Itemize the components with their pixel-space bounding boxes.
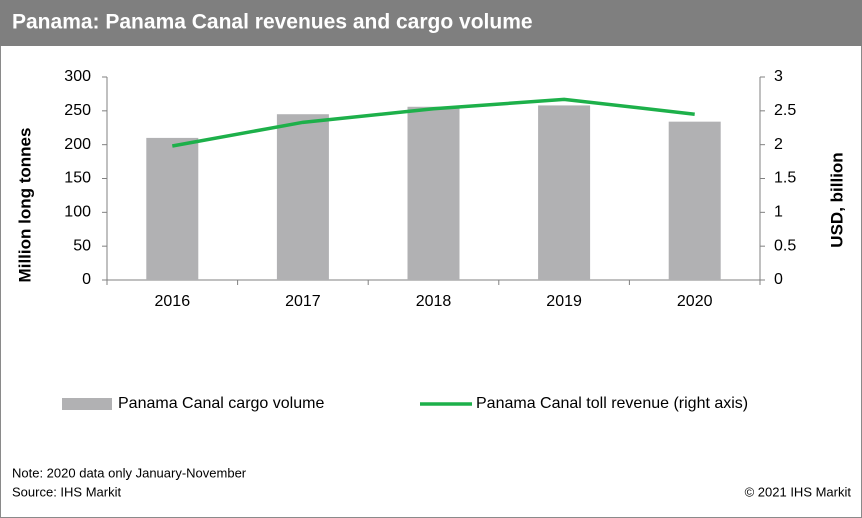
x-tick-label: 2019 [546,293,582,310]
bar [276,114,329,280]
y-tick-label: 250 [64,102,91,119]
y-tick-label: 100 [64,204,91,221]
source: Source: IHS Markit [12,484,121,499]
x-tick-label: 2017 [285,293,321,310]
line [171,97,695,148]
y2-tick-label: 1.5 [774,170,796,187]
y-tick-label: 50 [73,237,91,254]
y2-tick-label: 1 [774,204,783,221]
y2-tick-label: 2.5 [774,102,796,119]
y2-tick-label: 0.5 [774,237,796,254]
bar [668,121,721,280]
legend-label: Panama Canal cargo volume [118,395,324,412]
bar [538,105,591,280]
y2-tick-label: 0 [774,271,783,288]
y-tick-label: 300 [64,68,91,85]
y2-axis-title: USD, billion [827,152,846,247]
y2-tick-label: 3 [774,68,783,85]
bar [146,137,199,280]
copyright: © 2021 IHS Markit [745,484,852,499]
bar [407,106,460,280]
legend-swatch [62,398,112,410]
x-tick-label: 2020 [677,293,713,310]
note: Note: 2020 data only January-November [12,465,247,480]
legend-label: Panama Canal toll revenue (right axis) [476,395,748,412]
header-bar [0,0,862,46]
y-axis-title: Million long tonnes [15,128,34,283]
y2-tick-label: 2 [774,136,783,153]
y-tick-label: 200 [64,136,91,153]
x-tick-label: 2016 [155,293,191,310]
x-tick-label: 2018 [416,293,452,310]
y-tick-label: 0 [82,271,91,288]
y-tick-label: 150 [64,170,91,187]
chart-title: Panama: Panama Canal revenues and cargo … [12,11,533,34]
